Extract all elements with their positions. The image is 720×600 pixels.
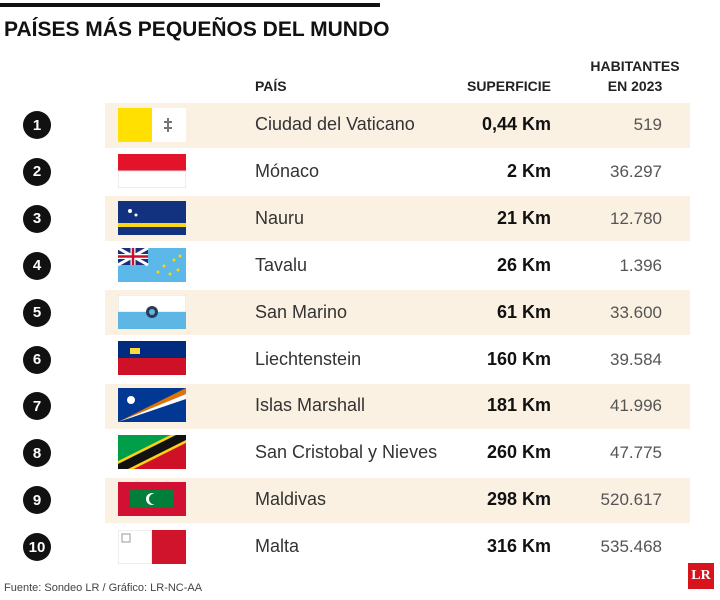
country-name: Nauru [255, 207, 305, 228]
column-header: SUPERFICIE [466, 78, 551, 94]
rank-badge: 3 [23, 204, 51, 233]
country-name: Islas Marshall [255, 395, 366, 416]
country-name: Tavalu [255, 254, 308, 275]
country-name: San Marino [255, 301, 348, 322]
area-value: 26 Km [496, 254, 551, 275]
flag [118, 482, 186, 516]
flag [118, 530, 186, 564]
area-value: 2 Km [506, 160, 551, 181]
area-value: 298 Km [486, 489, 551, 510]
flag [118, 295, 186, 329]
population-value: 535.468 [600, 537, 662, 557]
row-band [105, 196, 690, 242]
logo: LR [688, 563, 714, 589]
country-name: San Cristobal y Nieves [255, 442, 438, 463]
country-name: Mónaco [255, 160, 320, 181]
flag [118, 341, 186, 375]
population-value: 39.584 [610, 349, 662, 369]
rank-badge: 8 [23, 439, 51, 468]
rank-badge: 5 [23, 298, 51, 327]
column-header: PAÍS [255, 78, 287, 94]
rank-badge: 6 [23, 345, 51, 374]
population-value: 47.775 [610, 443, 662, 463]
area-value: 61 Km [496, 301, 551, 322]
flag [118, 154, 186, 188]
source-note: Fuente: Sondeo LR / Gráfico: LR-NC-AA [4, 582, 203, 594]
population-value: 520.617 [600, 490, 662, 510]
population-value: 12.780 [610, 208, 662, 228]
area-value: 160 Km [486, 348, 551, 369]
population-value: 1.396 [619, 255, 662, 275]
top-rule [0, 3, 380, 7]
row-band [105, 290, 690, 336]
row-band [105, 102, 690, 148]
country-name: Maldivas [255, 489, 327, 510]
row-band [105, 477, 690, 523]
area-value: 181 Km [486, 395, 551, 416]
country-name: Liechtenstein [255, 348, 362, 369]
row-band [105, 383, 690, 429]
population-value: 33.600 [610, 302, 662, 322]
flag [118, 248, 186, 282]
title: PAÍSES MÁS PEQUEÑOS DEL MUNDO [4, 18, 390, 41]
population-value: 41.996 [610, 396, 662, 416]
rank-badge: 7 [23, 392, 51, 421]
column-header: HABITANTES EN 2023 [590, 58, 680, 94]
rank-badge: 1 [23, 111, 51, 139]
flag [118, 201, 186, 235]
population-value: 36.297 [610, 161, 662, 181]
flag [118, 108, 186, 142]
flag [118, 388, 186, 422]
rank-badge: 10 [23, 533, 51, 562]
country-name: Malta [255, 536, 300, 557]
country-name: Ciudad del Vaticano [255, 114, 415, 134]
rank-badge: 9 [23, 486, 51, 515]
flag [118, 435, 186, 469]
area-value: 260 Km [486, 442, 551, 463]
population-value: 519 [633, 115, 662, 134]
area-value: 0,44 Km [481, 114, 551, 134]
area-value: 21 Km [496, 207, 551, 228]
rank-badge: 4 [23, 251, 51, 280]
rank-badge: 2 [23, 157, 51, 186]
area-value: 316 Km [486, 536, 551, 557]
